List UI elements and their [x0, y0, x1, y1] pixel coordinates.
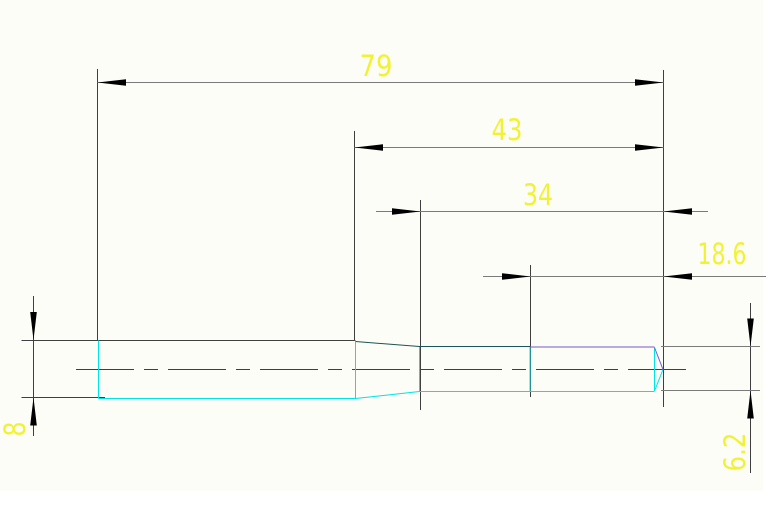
part-taper-bottom-edge — [355, 391, 420, 399]
dim-label-overall-length: 79 — [360, 49, 393, 83]
arrowhead-43-left — [354, 144, 383, 151]
part-chamfer-top-edge — [654, 347, 664, 370]
dim-label-tip-length: 18.6 — [698, 237, 747, 271]
part-outline-teal — [355, 341, 530, 347]
arrowhead-79-right — [635, 79, 664, 86]
part-outline-purple — [530, 346, 664, 370]
dimension-labels: 79 43 34 18.6 8 6.2 — [0, 49, 752, 472]
arrowhead-6-2-top — [747, 318, 754, 347]
arrowhead-79-left — [97, 79, 126, 86]
part-outline-cyan — [98, 340, 664, 399]
dim-label-left-diameter: 8 — [0, 422, 32, 437]
arrowhead-34-right — [663, 208, 692, 215]
dim-label-shoulder-length: 43 — [492, 113, 523, 147]
part-chamfer-bottom-edge — [654, 369, 664, 392]
arrowhead-8-bottom — [30, 397, 37, 426]
arrowhead-18-6-left — [502, 273, 531, 280]
dim-label-right-diameter: 6.2 — [718, 433, 752, 472]
arrowhead-6-2-bottom — [747, 390, 754, 419]
arrowhead-18-6-right — [663, 273, 692, 280]
dimension-arrowheads — [30, 79, 754, 426]
part-taper-top-edge — [355, 341, 420, 347]
arrowhead-34-left — [392, 208, 421, 215]
arrowhead-8-top — [30, 312, 37, 340]
arrowhead-43-right — [635, 144, 664, 151]
dim-label-section-length: 34 — [523, 178, 553, 212]
